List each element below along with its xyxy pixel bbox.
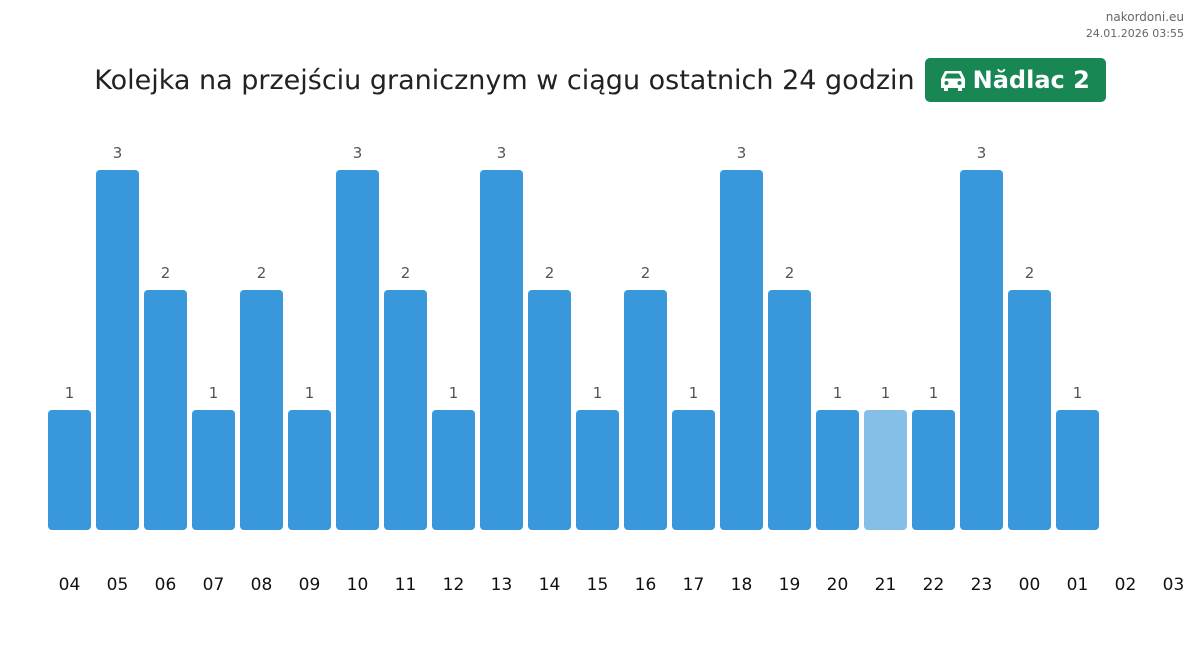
- value-label-08: 2: [257, 264, 267, 282]
- x-tick-09: 09: [299, 575, 321, 595]
- x-tick-17: 17: [683, 575, 705, 595]
- crossing-badge[interactable]: Nădlac 2: [924, 58, 1106, 102]
- x-tick-23: 23: [971, 575, 993, 595]
- value-label-13: 3: [497, 144, 507, 162]
- x-tick-11: 11: [395, 575, 417, 595]
- bar-22[interactable]: [912, 410, 955, 530]
- value-label-09: 1: [305, 384, 315, 402]
- crossing-name: Nădlac 2: [972, 66, 1090, 94]
- value-label-14: 2: [545, 264, 555, 282]
- value-label-19: 2: [785, 264, 795, 282]
- bar-09[interactable]: [288, 410, 331, 530]
- x-tick-07: 07: [203, 575, 225, 595]
- bar-19[interactable]: [768, 290, 811, 530]
- bar-11[interactable]: [384, 290, 427, 530]
- x-tick-13: 13: [491, 575, 513, 595]
- x-tick-05: 05: [107, 575, 129, 595]
- bar-15[interactable]: [576, 410, 619, 530]
- value-label-00: 2: [1025, 264, 1035, 282]
- value-label-06: 2: [161, 264, 171, 282]
- value-label-15: 1: [593, 384, 603, 402]
- bar-08[interactable]: [240, 290, 283, 530]
- value-label-18: 3: [737, 144, 747, 162]
- x-tick-03: 03: [1163, 575, 1185, 595]
- value-label-07: 1: [209, 384, 219, 402]
- bar-13[interactable]: [480, 170, 523, 530]
- value-label-11: 2: [401, 264, 411, 282]
- timestamp: 24.01.2026 03:55: [1085, 27, 1184, 40]
- header: Kolejka na przejściu granicznym w ciągu …: [0, 58, 1200, 102]
- bar-06[interactable]: [144, 290, 187, 530]
- x-tick-16: 16: [635, 575, 657, 595]
- x-tick-01: 01: [1067, 575, 1089, 595]
- x-tick-04: 04: [59, 575, 81, 595]
- value-label-20: 1: [833, 384, 843, 402]
- x-tick-00: 00: [1019, 575, 1041, 595]
- bar-05[interactable]: [96, 170, 139, 530]
- value-label-04: 1: [65, 384, 75, 402]
- value-label-05: 3: [113, 144, 123, 162]
- x-tick-06: 06: [155, 575, 177, 595]
- bar-21[interactable]: [864, 410, 907, 530]
- bar-20[interactable]: [816, 410, 859, 530]
- value-label-16: 2: [641, 264, 651, 282]
- bar-18[interactable]: [720, 170, 763, 530]
- bar-07[interactable]: [192, 410, 235, 530]
- x-tick-14: 14: [539, 575, 561, 595]
- x-tick-12: 12: [443, 575, 465, 595]
- x-tick-20: 20: [827, 575, 849, 595]
- bar-10[interactable]: [336, 170, 379, 530]
- bar-16[interactable]: [624, 290, 667, 530]
- x-tick-22: 22: [923, 575, 945, 595]
- value-label-23: 3: [977, 144, 987, 162]
- value-label-22: 1: [929, 384, 939, 402]
- car-icon: [940, 71, 965, 91]
- bar-17[interactable]: [672, 410, 715, 530]
- bar-23[interactable]: [960, 170, 1003, 530]
- x-tick-18: 18: [731, 575, 753, 595]
- page-title: Kolejka na przejściu granicznym w ciągu …: [94, 64, 915, 96]
- bar-14[interactable]: [528, 290, 571, 530]
- bar-00[interactable]: [1008, 290, 1051, 530]
- bar-01[interactable]: [1056, 410, 1099, 530]
- value-label-12: 1: [449, 384, 459, 402]
- x-tick-19: 19: [779, 575, 801, 595]
- bar-12[interactable]: [432, 410, 475, 530]
- x-tick-02: 02: [1115, 575, 1137, 595]
- x-tick-08: 08: [251, 575, 273, 595]
- value-label-10: 3: [353, 144, 363, 162]
- x-tick-21: 21: [875, 575, 897, 595]
- site-name: nakordoni.eu: [1105, 10, 1184, 24]
- x-tick-10: 10: [347, 575, 369, 595]
- value-label-21: 1: [881, 384, 891, 402]
- bar-04[interactable]: [48, 410, 91, 530]
- x-tick-15: 15: [587, 575, 609, 595]
- value-label-01: 1: [1073, 384, 1083, 402]
- value-label-17: 1: [689, 384, 699, 402]
